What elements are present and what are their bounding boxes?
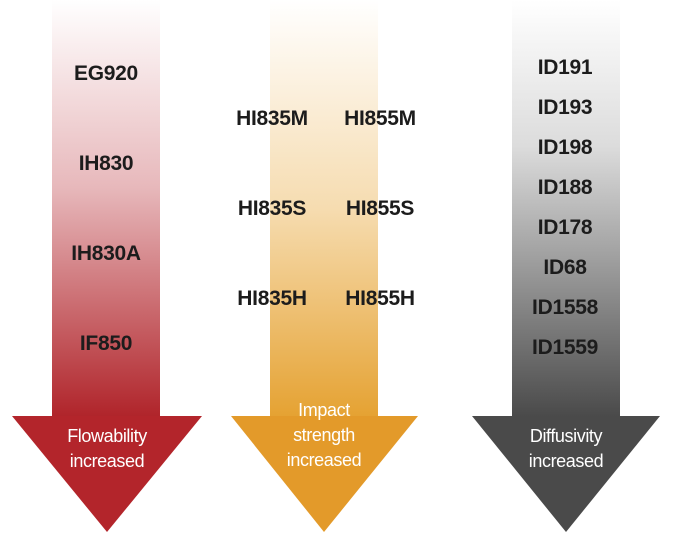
impact-strength-caption: Impact strength increased xyxy=(286,400,362,470)
impact-strength-arrow: HI835M HI855M HI835S HI855S HI835H HI855… xyxy=(220,0,430,535)
grade-label: HI835S xyxy=(237,197,307,220)
grade-label: IH830 xyxy=(78,152,134,175)
grade-label: ID68 xyxy=(543,256,587,279)
diffusivity-arrow-shape xyxy=(472,0,660,532)
grade-label: ID193 xyxy=(537,96,593,119)
grade-label: ID1559 xyxy=(532,336,598,359)
grade-label: EG920 xyxy=(74,62,138,85)
grade-label: IF850 xyxy=(79,332,133,355)
grade-label: ID191 xyxy=(537,56,593,79)
diffusivity-caption: Diffusivity increased xyxy=(528,426,604,471)
impact-strength-arrow-shape xyxy=(231,0,418,532)
grade-label: HI855M xyxy=(344,107,416,130)
grade-label: ID198 xyxy=(537,136,593,159)
grade-label: ID1558 xyxy=(532,296,598,319)
grade-label: IH830A xyxy=(71,242,141,265)
grade-label: HI835H xyxy=(237,287,307,310)
flowability-arrow: EG920 IH830 IH830A IF850 Flowability inc… xyxy=(0,0,215,535)
grade-label: HI855S xyxy=(345,197,415,220)
grade-label: HI855H xyxy=(345,287,415,310)
diffusivity-arrow: ID191 ID193 ID198 ID188 ID178 ID68 ID155… xyxy=(468,0,668,535)
grade-label: ID188 xyxy=(537,176,593,199)
flowability-caption: Flowability increased xyxy=(67,426,147,471)
flowability-arrow-shape xyxy=(12,0,202,532)
grade-label: HI835M xyxy=(236,107,308,130)
grade-label: ID178 xyxy=(537,216,593,239)
